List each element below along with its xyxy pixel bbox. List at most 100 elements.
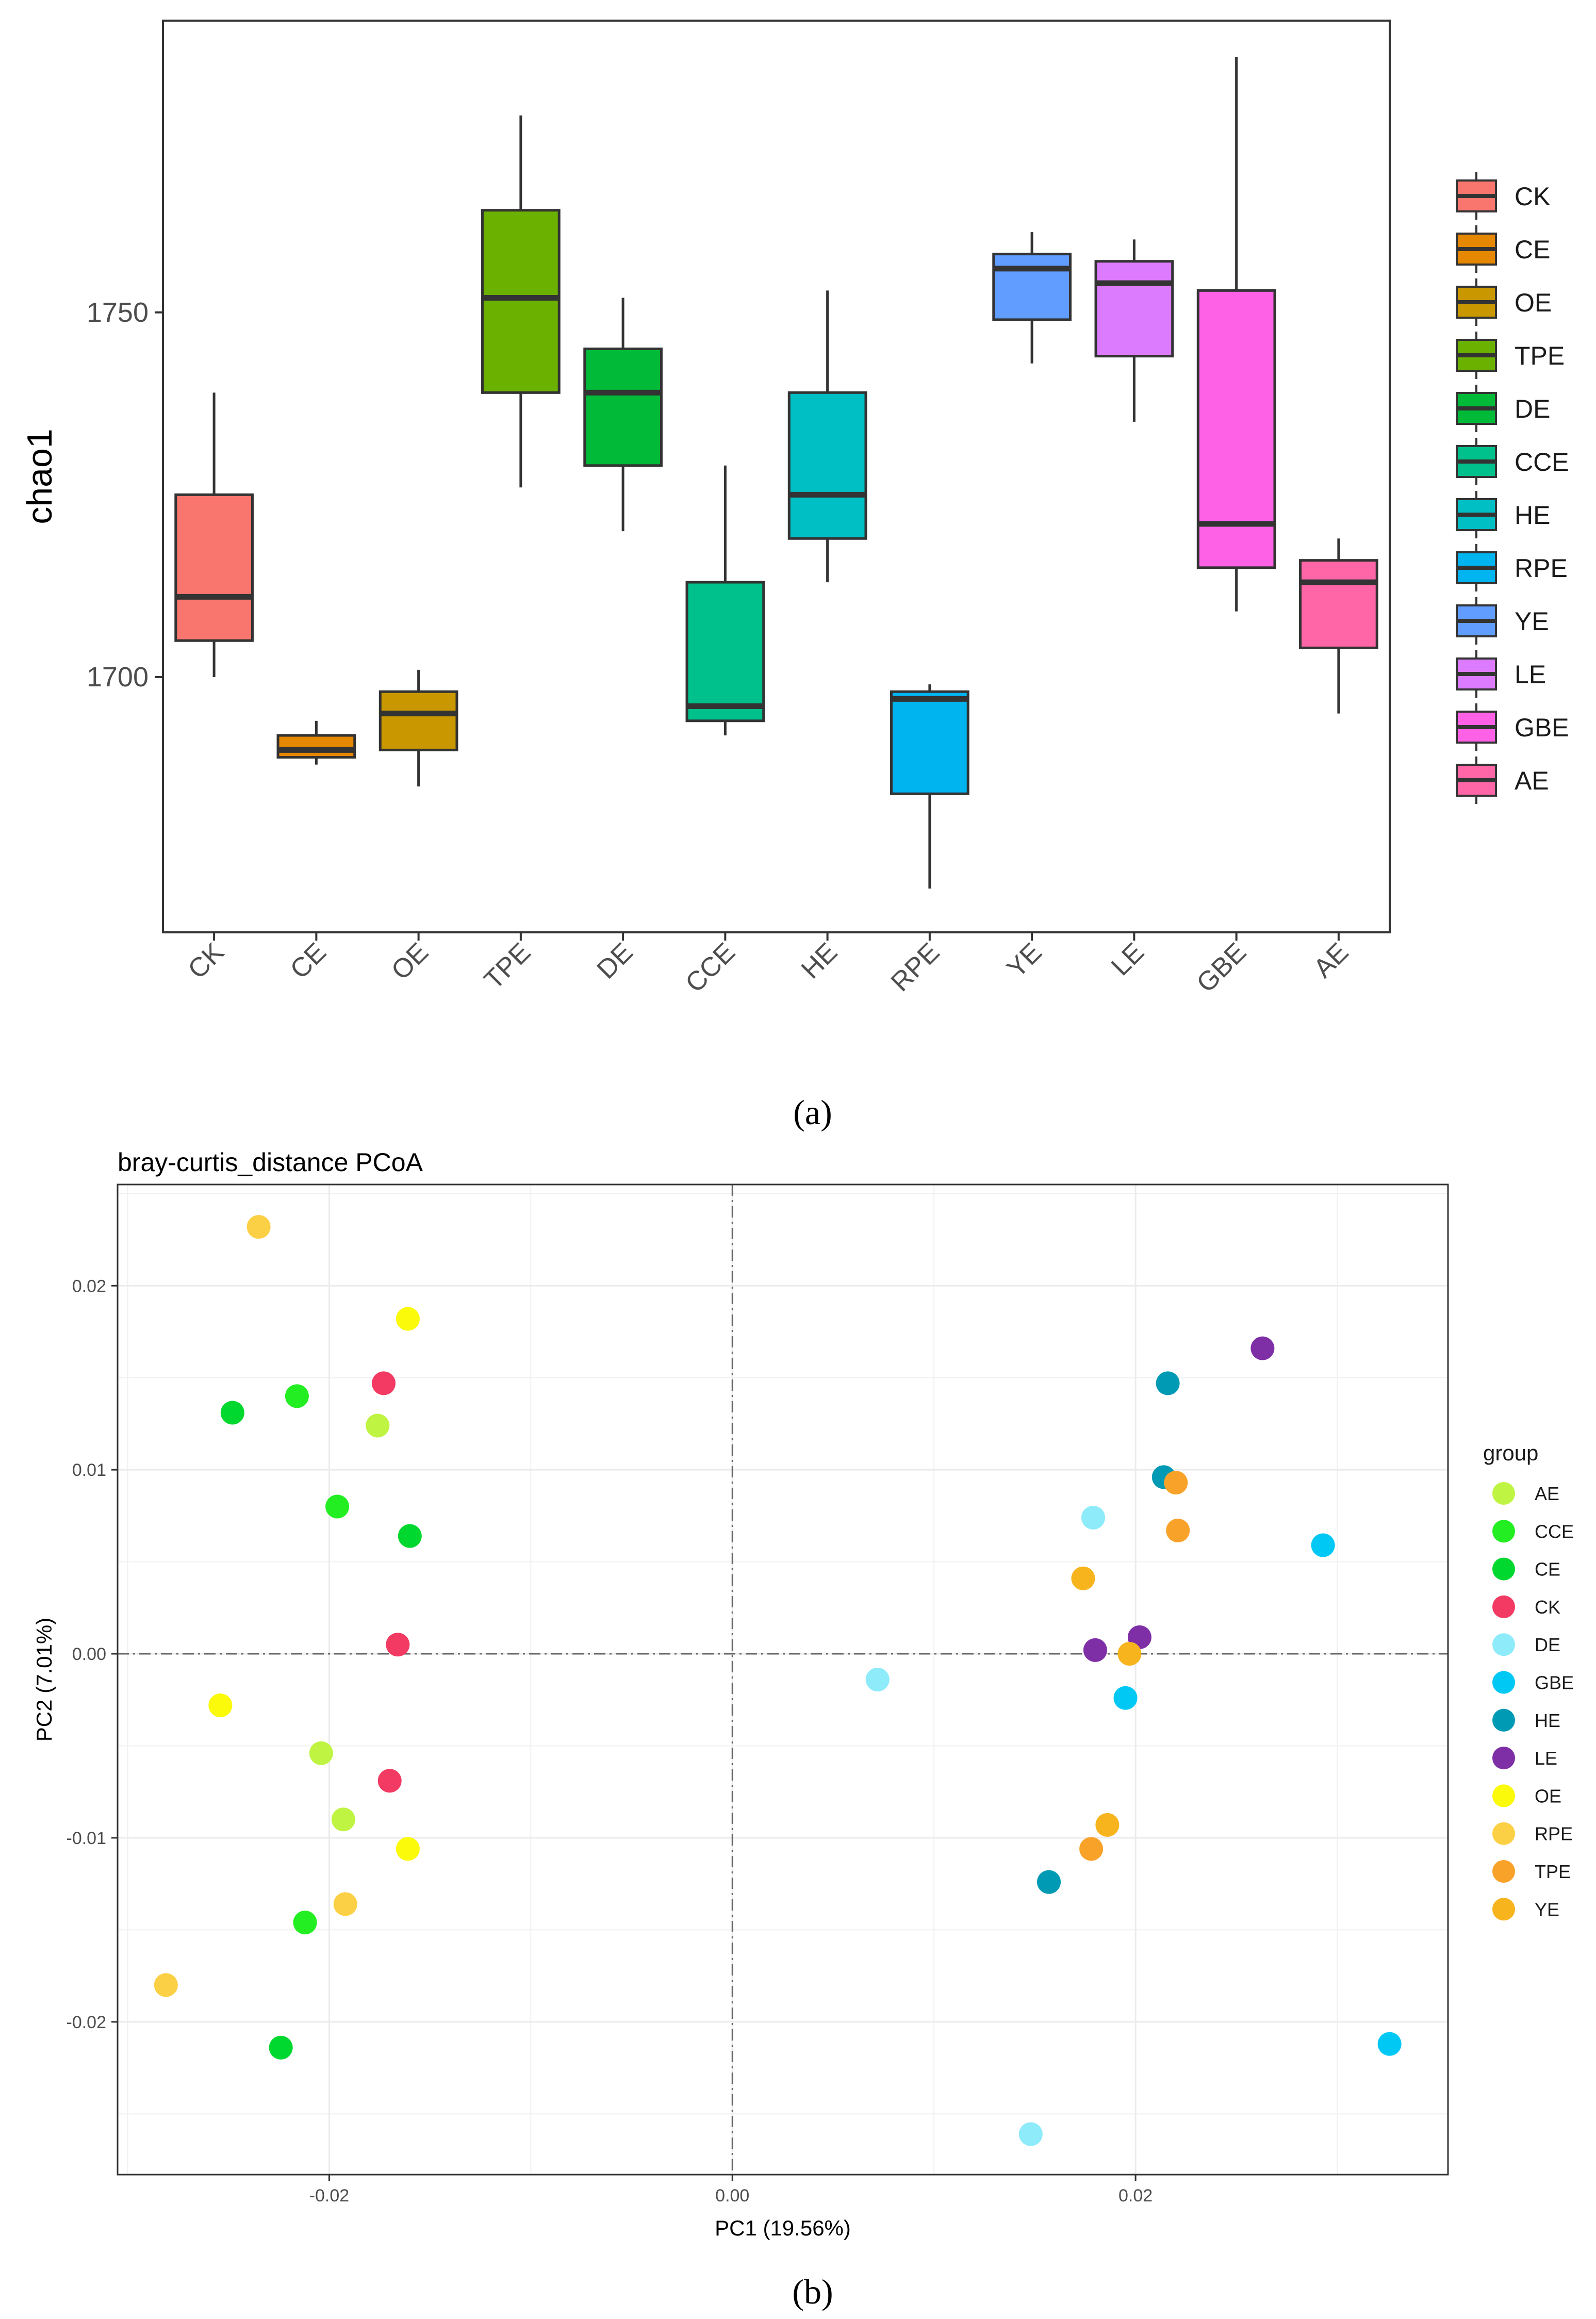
pcoa-panel: bray-curtis_distance PCoA -0.02 0.00 0.02 -0… — [32, 1148, 1574, 2240]
point-de — [1081, 1505, 1105, 1529]
point-he — [1037, 1870, 1061, 1894]
legend-key-le — [1492, 1747, 1515, 1770]
legend-label: AE — [1535, 1483, 1559, 1504]
point-tpe — [1079, 1837, 1104, 1861]
plot-background — [118, 1185, 1448, 2175]
point-cce — [285, 1384, 309, 1408]
legend-label: OE — [1535, 1785, 1561, 1806]
pcoa-legend: group AE CCE CE CK DE GBE HE LE OE RPE TPE YE — [1483, 1441, 1574, 1921]
point-ck — [372, 1371, 396, 1395]
legend-label: YE — [1535, 1899, 1559, 1920]
y-tick-label: 0.00 — [72, 1644, 106, 1664]
point-gbe — [1113, 1686, 1138, 1710]
legend-label: GBE — [1535, 1672, 1574, 1693]
point-ye — [1095, 1813, 1120, 1837]
point-ae — [309, 1741, 333, 1765]
x-tick-label: -0.02 — [309, 2186, 350, 2206]
legend-key-ce — [1492, 1557, 1515, 1581]
y-tick-label: 0.01 — [72, 1460, 106, 1480]
point-ae — [331, 1807, 355, 1832]
box-ck — [174, 493, 254, 642]
legend-label: TPE — [1515, 341, 1565, 370]
boxplot-legend: CK CE OE TPE DE CCE HE RPE YE LE GBE AE — [1456, 172, 1569, 804]
box-rpe — [890, 690, 969, 795]
legend-label: LE — [1515, 660, 1546, 689]
legend-label: RPE — [1535, 1823, 1573, 1845]
legend-label: YE — [1515, 607, 1549, 636]
chart-title: bray-curtis_distance PCoA — [118, 1148, 423, 1177]
legend-key-he — [1492, 1708, 1515, 1732]
y-axis-label: PC2 (7.01%) — [32, 1618, 56, 1741]
y-tick-label: -0.02 — [67, 2013, 107, 2032]
box-tpe — [481, 209, 561, 394]
legend-key-gbe — [1492, 1671, 1515, 1694]
point-rpe — [246, 1215, 271, 1239]
point-ck — [386, 1633, 410, 1657]
point-rpe — [333, 1892, 357, 1916]
legend-label: DE — [1535, 1634, 1560, 1655]
plot-border — [162, 20, 1391, 933]
point-tpe — [1166, 1518, 1190, 1542]
legend-key-ae — [1492, 1482, 1515, 1505]
point-ye — [1071, 1566, 1095, 1590]
legend-label: OE — [1515, 288, 1552, 317]
point-de — [1018, 2122, 1043, 2146]
point-cce — [325, 1494, 350, 1519]
legend-key-de — [1492, 1633, 1515, 1656]
legend-label: TPE — [1535, 1861, 1571, 1882]
legend-key-cce — [1492, 1520, 1515, 1543]
y-axis-label: chao1 — [20, 429, 59, 524]
caption-a: (a) — [793, 1093, 832, 1132]
legend-key-tpe — [1492, 1860, 1515, 1883]
x-axis-label: PC1 (19.56%) — [715, 2216, 851, 2240]
legend-label: AE — [1515, 766, 1549, 795]
point-he — [1156, 1371, 1180, 1395]
point-ce — [220, 1401, 244, 1425]
legend-label: RPE — [1515, 554, 1568, 583]
box-de — [583, 347, 663, 467]
point-rpe — [154, 1973, 178, 1997]
legend-label: HE — [1515, 501, 1550, 530]
point-gbe — [1311, 1533, 1335, 1557]
legend-label: CCE — [1515, 448, 1569, 476]
point-ck — [377, 1769, 402, 1793]
pcoa-axes: bray-curtis_distance PCoA -0.02 0.00 0.02 -0… — [32, 1148, 1449, 2240]
point-oe — [208, 1693, 233, 1717]
legend-key-ck — [1492, 1595, 1515, 1618]
legend-label: LE — [1535, 1748, 1557, 1769]
legend-label: CCE — [1535, 1521, 1574, 1542]
box-le — [1094, 260, 1174, 358]
box-ye — [992, 253, 1072, 321]
boxplot-panel: 1700 1750 chao1 CK CE OE TPE DE CCE HE RPE YE LE GBE A… — [20, 20, 1569, 998]
plot-background — [163, 21, 1390, 932]
legend-key-oe — [1492, 1784, 1515, 1807]
y-tick-label: 1750 — [87, 297, 149, 328]
point-ae — [366, 1413, 390, 1438]
point-le — [1251, 1336, 1275, 1360]
point-tpe — [1164, 1471, 1188, 1495]
box-oe — [379, 690, 458, 751]
legend-label: HE — [1535, 1710, 1560, 1731]
pcoa-plot-area — [118, 1185, 1448, 2175]
legend-label: CK — [1515, 182, 1550, 211]
y-tick-label: 1700 — [87, 662, 149, 693]
legend-key-ye — [1492, 1898, 1515, 1921]
boxplot-plot-area — [163, 21, 1390, 932]
legend-label: CK — [1535, 1597, 1560, 1618]
x-tick-label: 0.00 — [715, 2186, 749, 2206]
point-cce — [293, 1911, 317, 1935]
legend-key-rpe — [1492, 1822, 1515, 1845]
point-ce — [398, 1524, 422, 1548]
legend-title: group — [1483, 1441, 1538, 1465]
point-oe — [396, 1837, 420, 1861]
legend-label: CE — [1515, 235, 1550, 264]
y-tick-label: -0.01 — [67, 1829, 107, 1848]
legend-label: DE — [1515, 394, 1550, 423]
legend-label: GBE — [1515, 713, 1569, 742]
legend-label: CE — [1535, 1559, 1560, 1580]
box-he — [787, 391, 867, 540]
point-ce — [269, 2035, 293, 2060]
point-oe — [396, 1307, 420, 1331]
box-cce — [685, 581, 765, 722]
